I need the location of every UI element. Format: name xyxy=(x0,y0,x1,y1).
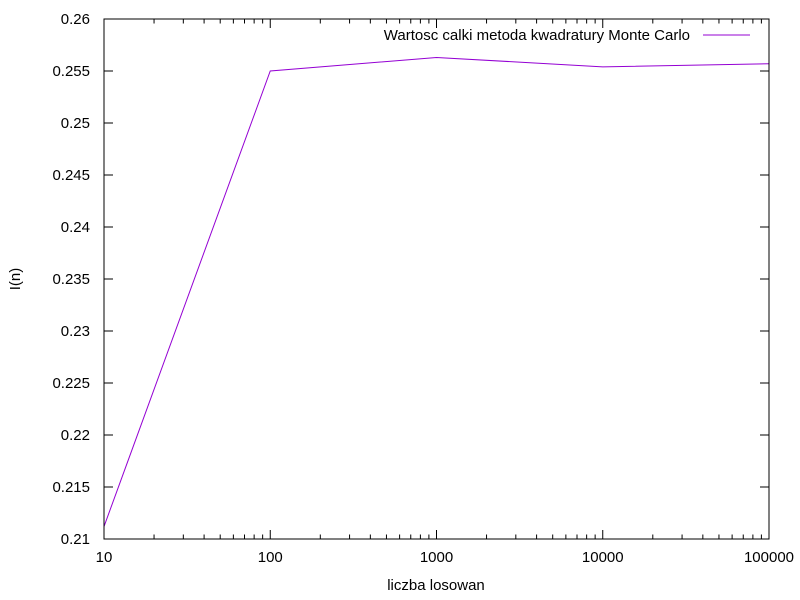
y-tick-label: 0.26 xyxy=(61,11,90,28)
y-tick-label: 0.235 xyxy=(52,271,90,288)
tick-labels: 0.21 0.215 0.22 0.225 0.23 0.235 0.24 0.245 0.25… xyxy=(52,11,794,566)
y-axis-title: I(n) xyxy=(7,268,24,291)
y-tick-label: 0.245 xyxy=(52,167,90,184)
y-tick-label: 0.215 xyxy=(52,479,90,496)
x-axis-title: liczba losowan xyxy=(387,577,485,594)
plot-frame xyxy=(103,18,770,540)
legend: Wartosc calki metoda kwadratury Monte Ca… xyxy=(384,27,750,44)
y-tick-label: 0.24 xyxy=(61,219,90,236)
series-lines xyxy=(103,56,770,527)
y-tick-label: 0.225 xyxy=(52,375,90,392)
x-tick-label: 100000 xyxy=(744,549,794,566)
x-tick-label: 10 xyxy=(96,549,113,566)
legend-label: Wartosc calki metoda kwadratury Monte Ca… xyxy=(384,27,690,44)
y-tick-label: 0.21 xyxy=(61,531,90,548)
tick-marks xyxy=(103,18,770,540)
y-tick-label: 0.22 xyxy=(61,427,90,444)
y-tick-label: 0.255 xyxy=(52,63,90,80)
y-tick-label: 0.25 xyxy=(61,115,90,132)
x-tick-label: 100 xyxy=(258,549,283,566)
series-line-0 xyxy=(103,56,770,527)
x-tick-label: 1000 xyxy=(420,549,453,566)
y-tick-label: 0.23 xyxy=(61,323,90,340)
x-tick-label: 10000 xyxy=(582,549,624,566)
